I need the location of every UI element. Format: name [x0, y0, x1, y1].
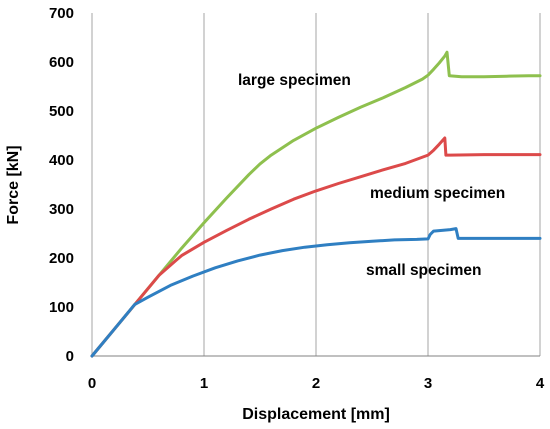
y-tick-label-7: 700: [49, 5, 74, 22]
x-tick-label-3: 3: [424, 375, 432, 392]
x-tick-label-4: 4: [536, 375, 545, 392]
x-tick-label-0: 0: [88, 375, 96, 392]
x-axis-title: Displacement [mm]: [242, 406, 390, 423]
grid-lines: [91, 13, 541, 356]
x-tick-label-1: 1: [200, 375, 208, 392]
y-tick-label-1: 100: [49, 299, 74, 316]
y-tick-label-6: 600: [49, 54, 74, 71]
y-tick-label-4: 400: [49, 152, 74, 169]
x-tick-labels: 0 1 2 3 4: [88, 375, 545, 392]
y-tick-label-5: 500: [49, 103, 74, 120]
series-label-small: small specimen: [366, 262, 481, 279]
series-line-medium: [90, 136, 542, 358]
y-tick-labels: 0 100 200 300 400 500 600 700: [49, 5, 74, 365]
y-tick-label-2: 200: [49, 250, 74, 267]
x-tick-label-2: 2: [312, 375, 320, 392]
y-tick-label-3: 300: [49, 201, 74, 218]
series-lines: [90, 50, 542, 358]
y-tick-label-0: 0: [66, 348, 74, 365]
series-line-small: [90, 227, 542, 358]
series-label-large: large specimen: [238, 72, 351, 89]
series-line-large: [90, 50, 542, 358]
y-axis-title: Force [kN]: [5, 145, 22, 224]
series-label-medium: medium specimen: [370, 185, 505, 202]
